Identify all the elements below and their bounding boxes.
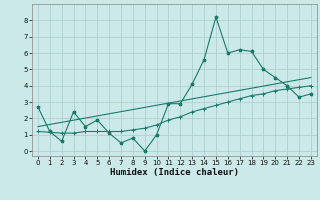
X-axis label: Humidex (Indice chaleur): Humidex (Indice chaleur) bbox=[110, 168, 239, 177]
